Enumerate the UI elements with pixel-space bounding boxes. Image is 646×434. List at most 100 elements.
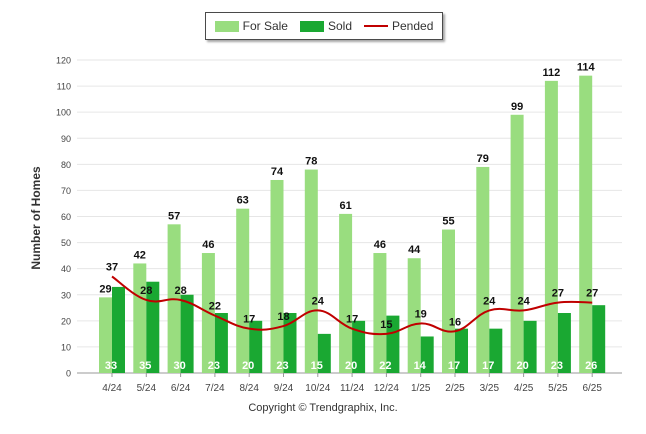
data-label-for-sale: 63 [237, 195, 249, 207]
data-label-pended: 28 [174, 285, 186, 297]
x-tick-label: 1/25 [411, 383, 431, 394]
bar-for-sale [304, 169, 318, 373]
legend-item-sold: Sold [299, 19, 352, 33]
y-tick-label: 80 [61, 160, 71, 170]
y-tick-label: 120 [56, 56, 71, 66]
data-label-sold: 23 [208, 360, 220, 372]
data-label-pended: 17 [243, 314, 255, 326]
bar-for-sale [133, 263, 147, 373]
x-tick-label: 4/24 [102, 383, 122, 394]
y-tick-label: 40 [61, 264, 71, 274]
data-label-pended: 18 [277, 311, 289, 323]
data-label-pended: 22 [209, 301, 221, 313]
data-label-sold: 23 [551, 360, 563, 372]
bar-sold [489, 328, 503, 373]
data-label-for-sale: 46 [374, 239, 386, 251]
x-tick-label: 12/24 [374, 383, 399, 394]
bar-sold [249, 320, 263, 373]
legend-swatch-pended [364, 25, 388, 27]
y-tick-label: 70 [61, 186, 71, 196]
bar-sold [180, 294, 194, 373]
data-label-sold: 20 [345, 360, 357, 372]
data-label-sold: 33 [105, 360, 117, 372]
data-label-for-sale: 114 [577, 62, 596, 74]
y-tick-label: 100 [56, 108, 71, 118]
bar-sold [352, 320, 366, 373]
x-tick-label: 10/24 [305, 383, 330, 394]
data-label-sold: 20 [242, 360, 254, 372]
legend-label-sold: Sold [327, 19, 352, 33]
data-label-sold: 26 [585, 360, 597, 372]
bar-sold [455, 328, 468, 373]
data-label-sold: 15 [311, 360, 323, 372]
data-label-pended: 27 [586, 288, 598, 300]
x-tick-label: 7/24 [205, 383, 225, 394]
x-tick-label: 2/25 [445, 383, 465, 394]
bar-sold [146, 281, 160, 373]
bar-sold [386, 315, 400, 373]
line-pended [111, 275, 593, 336]
data-label-for-sale: 29 [99, 283, 111, 295]
bar-sold [214, 313, 228, 373]
data-label-sold: 17 [448, 360, 460, 372]
x-tick-label: 6/25 [582, 383, 602, 394]
data-label-pended: 28 [140, 285, 152, 297]
data-label-pended: 37 [106, 261, 118, 273]
data-label-pended: 24 [483, 295, 496, 307]
data-label-sold: 20 [516, 360, 528, 372]
data-label-pended: 16 [449, 316, 461, 328]
data-label-pended: 17 [346, 314, 358, 326]
data-label-pended: 15 [380, 319, 392, 331]
y-tick-label: 10 [61, 342, 71, 352]
bar-for-sale [544, 80, 558, 373]
bar-for-sale [407, 258, 421, 373]
bar-for-sale [99, 297, 112, 373]
data-label-for-sale: 74 [271, 166, 284, 178]
bar-sold [420, 336, 434, 373]
y-tick-label: 30 [61, 290, 71, 300]
data-label-sold: 30 [173, 360, 185, 372]
y-tick-label: 20 [61, 316, 71, 326]
legend-item-for-sale: For Sale [214, 19, 288, 33]
x-tick-label: 5/24 [137, 383, 157, 394]
chart-legend: For Sale Sold Pended [205, 12, 443, 40]
data-label-sold: 35 [139, 360, 151, 372]
legend-swatch-for-sale [214, 20, 239, 32]
bar-for-sale [339, 213, 353, 373]
bar-sold [523, 320, 537, 373]
data-label-sold: 23 [276, 360, 288, 372]
data-label-sold: 14 [414, 360, 427, 372]
data-label-for-sale: 55 [442, 216, 454, 228]
data-label-sold: 17 [482, 360, 494, 372]
bar-for-sale [236, 208, 250, 373]
data-label-for-sale: 57 [168, 210, 180, 222]
bar-for-sale [373, 253, 387, 373]
y-axis-label: Number of Homes [29, 166, 43, 270]
data-label-for-sale: 99 [511, 101, 523, 113]
data-label-for-sale: 61 [339, 200, 351, 212]
data-label-pended: 24 [312, 295, 325, 307]
bar-for-sale [442, 229, 455, 373]
y-tick-label: 60 [61, 212, 71, 222]
bar-sold [592, 305, 606, 373]
x-tick-label: 5/25 [548, 383, 568, 394]
data-label-for-sale: 79 [477, 153, 489, 165]
data-label-for-sale: 46 [202, 239, 214, 251]
x-tick-label: 6/24 [171, 383, 191, 394]
data-label-for-sale: 112 [543, 67, 561, 79]
x-tick-label: 9/24 [274, 383, 294, 394]
bar-for-sale [476, 166, 490, 373]
bar-for-sale [270, 179, 284, 373]
y-tick-label: 0 [66, 369, 71, 379]
legend-item-pended: Pended [364, 19, 433, 33]
bar-sold [557, 313, 571, 373]
x-tick-label: 4/25 [514, 383, 534, 394]
bar-sold [112, 286, 125, 373]
legend-label-for-sale: For Sale [242, 19, 288, 33]
data-label-pended: 19 [415, 308, 427, 320]
bar-sold [317, 333, 331, 373]
y-tick-label: 110 [57, 82, 71, 92]
copyright-text: Copyright © Trendgraphix, Inc. [248, 402, 398, 414]
data-label-for-sale: 42 [134, 249, 146, 261]
